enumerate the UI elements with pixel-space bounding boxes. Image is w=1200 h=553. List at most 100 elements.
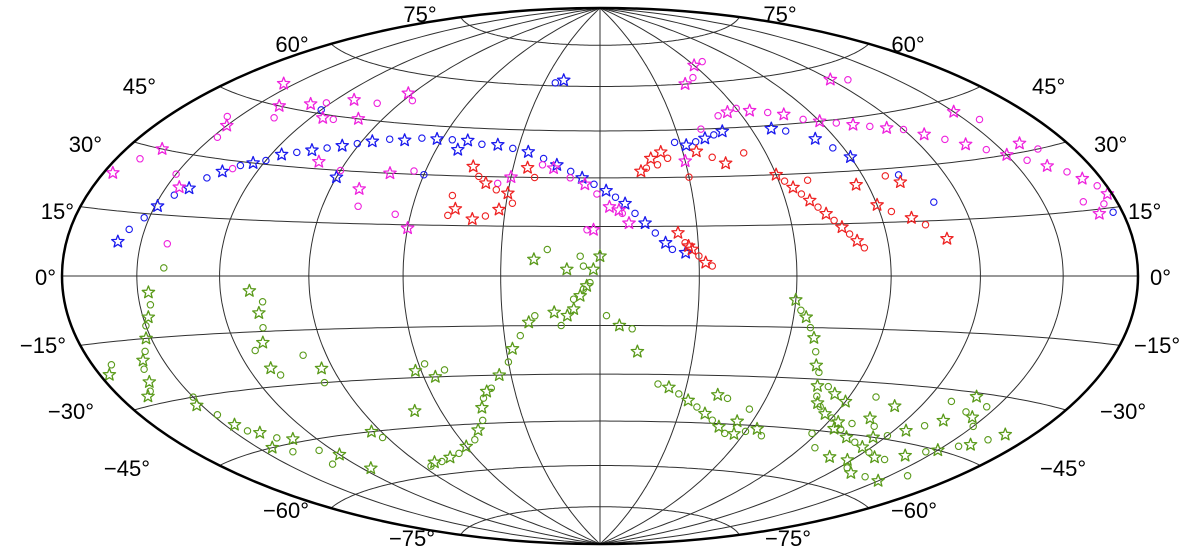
green-star-point xyxy=(141,389,155,403)
magenta-star-point xyxy=(999,147,1014,161)
red-circle-point xyxy=(881,172,890,180)
blue-circle-point xyxy=(691,138,700,146)
magenta-circle-point xyxy=(410,167,418,175)
blue-circle-point xyxy=(1109,208,1117,216)
blue-circle-point xyxy=(710,131,718,139)
green-star-point xyxy=(252,305,266,319)
right-tick-label: −15° xyxy=(1134,333,1180,358)
magenta-star-point xyxy=(602,199,617,213)
green-circle-point xyxy=(299,351,307,359)
blue-circle-point xyxy=(631,209,639,218)
magenta-star-point xyxy=(351,111,366,125)
red-star-point xyxy=(643,151,658,165)
red-circle-point xyxy=(508,199,517,207)
blue-star-point xyxy=(182,181,196,195)
green-star-point xyxy=(855,439,870,454)
magenta-star-point xyxy=(687,58,701,72)
bottom-tick-label: −60° xyxy=(891,498,937,523)
map-outline xyxy=(60,6,1140,546)
red-star-point xyxy=(479,175,493,190)
blue-star-point xyxy=(599,183,613,197)
green-star-point xyxy=(407,403,422,417)
meridian-line xyxy=(308,7,601,545)
blue-circle-point xyxy=(203,174,211,182)
left-tick-label: −45° xyxy=(104,456,150,481)
green-star-point xyxy=(189,398,204,412)
green-circle-point xyxy=(675,390,683,398)
green-star-point xyxy=(810,378,825,392)
magenta-circle-point xyxy=(1093,182,1101,190)
magenta-star-point xyxy=(776,107,791,121)
magenta-circle-point xyxy=(844,76,852,84)
red-star-point xyxy=(893,174,908,189)
green-circle-point xyxy=(251,346,259,355)
green-star-point xyxy=(475,400,489,414)
green-star-point xyxy=(969,389,984,403)
green-circle-point xyxy=(922,448,930,456)
blue-star-point xyxy=(305,143,319,157)
blue-circle-point xyxy=(353,139,362,148)
green-star-point xyxy=(844,465,858,479)
green-circle-point xyxy=(708,416,717,424)
blue-star-point xyxy=(335,138,350,152)
red-circle-point xyxy=(739,149,748,157)
left-tick-label: 45° xyxy=(123,74,156,99)
green-circle-point xyxy=(741,427,750,436)
green-star-point xyxy=(547,305,562,319)
green-circle-point xyxy=(693,403,701,411)
blue-star-point xyxy=(150,198,165,212)
magenta-circle-point xyxy=(866,122,874,131)
red-star-point xyxy=(769,167,783,181)
green-circle-point xyxy=(654,380,662,388)
blue-circle-point xyxy=(293,148,301,157)
red-star-point xyxy=(802,193,817,207)
green-circle-point xyxy=(543,245,552,254)
left-tick-label: 30° xyxy=(69,132,102,157)
green-circle-point xyxy=(378,433,387,442)
magenta-star-point xyxy=(352,181,367,195)
green-circle-point xyxy=(984,436,992,444)
magenta-circle-point xyxy=(213,133,222,141)
magenta-star-point xyxy=(155,141,169,155)
left-tick-label: 0° xyxy=(35,265,56,290)
magenta-circle-point xyxy=(714,112,722,120)
red-circle-point xyxy=(860,244,869,252)
right-tick-label: 0° xyxy=(1150,265,1171,290)
green-circle-point xyxy=(828,414,836,422)
green-star-point xyxy=(332,447,347,461)
green-star-point xyxy=(730,414,744,428)
green-star-point xyxy=(809,358,824,372)
magenta-circle-point xyxy=(329,115,338,124)
green-star-point xyxy=(428,369,443,383)
green-circle-point xyxy=(243,427,252,435)
green-circle-point xyxy=(861,472,869,481)
green-circle-point xyxy=(259,323,267,332)
red-star-point xyxy=(653,144,668,159)
magenta-circle-point xyxy=(270,114,278,122)
blue-circle-point xyxy=(140,213,148,222)
green-circle-point xyxy=(328,460,337,468)
blue-star-point xyxy=(111,234,125,248)
magenta-circle-point xyxy=(982,145,991,154)
red-circle-point xyxy=(797,190,806,198)
magenta-star-point xyxy=(106,165,120,179)
green-circle-point xyxy=(576,252,584,260)
meridian-line xyxy=(599,7,798,545)
blue-star-point xyxy=(638,216,652,230)
red-circle-point xyxy=(663,154,672,163)
top-tick-label: 75° xyxy=(763,2,796,27)
magenta-star-point xyxy=(315,110,330,124)
green-circle-point xyxy=(579,262,588,270)
red-star-point xyxy=(835,220,849,234)
green-star-point xyxy=(898,448,912,462)
magenta-star-point xyxy=(612,203,626,217)
green-star-point xyxy=(139,331,153,345)
green-circle-point xyxy=(420,360,429,368)
right-tick-label: −30° xyxy=(1100,399,1146,424)
tick-labels: 45° 30° 15° 0° −15° −30° −45° 45° 30° 15… xyxy=(20,2,1180,551)
magenta-circle-point xyxy=(408,96,417,105)
green-circle-point xyxy=(851,438,859,446)
blue-circle-point xyxy=(509,144,517,153)
magenta-circle-point xyxy=(689,73,697,82)
right-tick-label: −45° xyxy=(1040,456,1086,481)
